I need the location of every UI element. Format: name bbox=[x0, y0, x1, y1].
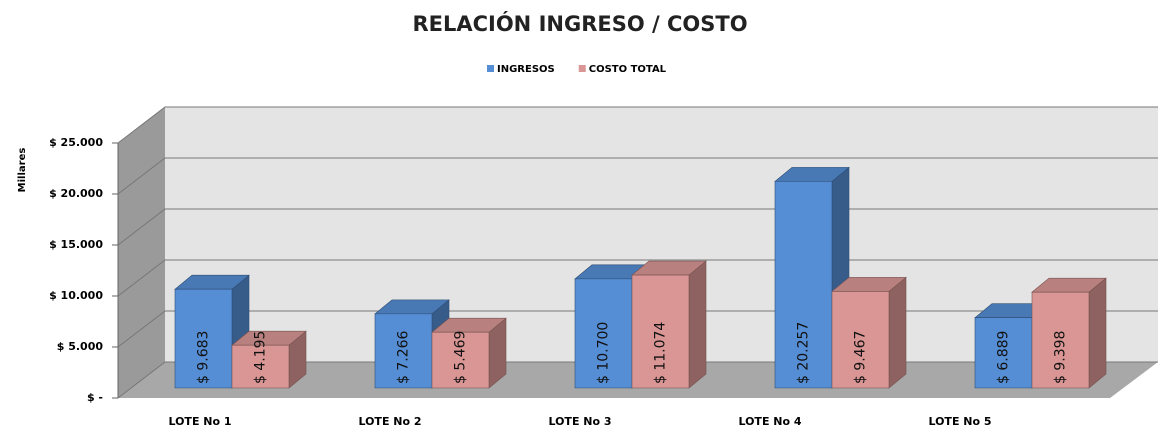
value-label: $ 5.469 bbox=[453, 331, 469, 384]
value-label: $ 6.889 bbox=[996, 331, 1012, 384]
x-tick-label: LOTE No 2 bbox=[358, 415, 421, 428]
y-tick-label: $ - bbox=[87, 391, 103, 404]
y-axis-label: Millares bbox=[17, 148, 28, 193]
value-label: $ 7.266 bbox=[396, 330, 412, 384]
y-tick-label: $ 5.000 bbox=[57, 340, 104, 353]
side-wall bbox=[118, 107, 165, 398]
bar bbox=[431, 317, 507, 389]
bar-side bbox=[888, 276, 907, 389]
y-tick-label: $ 20.000 bbox=[49, 187, 103, 200]
value-label: $ 20.257 bbox=[796, 322, 812, 384]
bar-front bbox=[431, 331, 490, 389]
legend-swatch bbox=[578, 65, 586, 72]
legend-label: COSTO TOTAL bbox=[589, 64, 667, 75]
bar-front bbox=[831, 291, 890, 389]
value-label: $ 4.195 bbox=[253, 331, 269, 384]
bar bbox=[831, 276, 907, 389]
bar bbox=[1031, 277, 1107, 389]
back-wall bbox=[165, 107, 1158, 362]
value-label: $ 11.074 bbox=[653, 322, 669, 384]
bar-front bbox=[631, 274, 690, 389]
value-label: $ 9.683 bbox=[196, 331, 212, 384]
bar-side bbox=[688, 260, 707, 389]
bar-front bbox=[231, 344, 290, 389]
y-tick-label: $ 10.000 bbox=[49, 289, 103, 302]
x-tick-label: LOTE No 3 bbox=[548, 415, 611, 428]
x-tick-label: LOTE No 4 bbox=[738, 415, 801, 428]
y-tick-label: $ 15.000 bbox=[49, 238, 103, 251]
y-tick-label: $ 25.000 bbox=[49, 136, 103, 149]
legend-swatch bbox=[487, 65, 494, 72]
grid-line bbox=[117, 106, 1158, 144]
x-tick-label: LOTE No 1 bbox=[168, 415, 231, 428]
value-label: $ 9.467 bbox=[853, 331, 869, 384]
grid-line bbox=[117, 157, 1158, 195]
chart-title: RELACIÓN INGRESO / COSTO bbox=[412, 11, 747, 36]
legend-label: INGRESOS bbox=[497, 64, 555, 75]
bar-side bbox=[1088, 277, 1107, 389]
bar-front bbox=[1031, 291, 1090, 389]
bar bbox=[631, 260, 707, 389]
x-tick-label: LOTE No 5 bbox=[928, 415, 991, 428]
value-label: $ 9.398 bbox=[1053, 331, 1069, 384]
value-label: $ 10.700 bbox=[596, 322, 612, 384]
bar bbox=[231, 330, 307, 389]
